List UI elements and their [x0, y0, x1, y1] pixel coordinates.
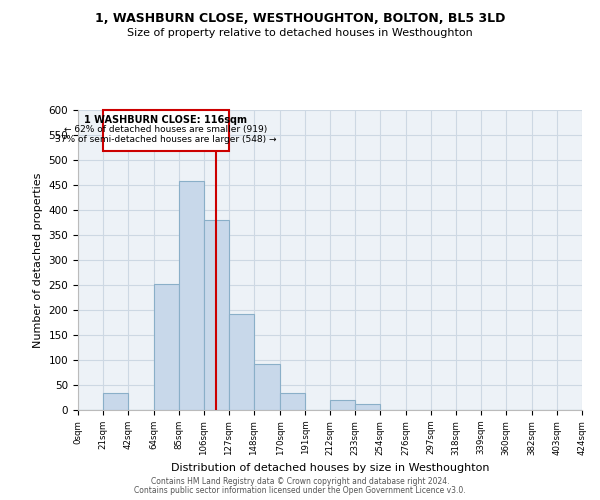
- Text: Contains public sector information licensed under the Open Government Licence v3: Contains public sector information licen…: [134, 486, 466, 495]
- Bar: [154, 284, 179, 410]
- Bar: [280, 392, 305, 410]
- Bar: [355, 404, 380, 410]
- Text: Size of property relative to detached houses in Westhoughton: Size of property relative to detached ho…: [127, 28, 473, 38]
- Text: Contains HM Land Registry data © Crown copyright and database right 2024.: Contains HM Land Registry data © Crown c…: [151, 477, 449, 486]
- Bar: [204, 220, 229, 410]
- Bar: [229, 314, 254, 410]
- Bar: [103, 392, 128, 410]
- X-axis label: Distribution of detached houses by size in Westhoughton: Distribution of detached houses by size …: [171, 463, 489, 473]
- Bar: [330, 400, 355, 410]
- Text: 1, WASHBURN CLOSE, WESTHOUGHTON, BOLTON, BL5 3LD: 1, WASHBURN CLOSE, WESTHOUGHTON, BOLTON,…: [95, 12, 505, 26]
- Text: 37% of semi-detached houses are larger (548) →: 37% of semi-detached houses are larger (…: [55, 135, 277, 144]
- Bar: [179, 181, 204, 410]
- Bar: [254, 364, 280, 410]
- Text: 1 WASHBURN CLOSE: 116sqm: 1 WASHBURN CLOSE: 116sqm: [85, 115, 247, 125]
- Y-axis label: Number of detached properties: Number of detached properties: [33, 172, 43, 348]
- FancyBboxPatch shape: [103, 110, 229, 151]
- Text: ← 62% of detached houses are smaller (919): ← 62% of detached houses are smaller (91…: [64, 125, 268, 134]
